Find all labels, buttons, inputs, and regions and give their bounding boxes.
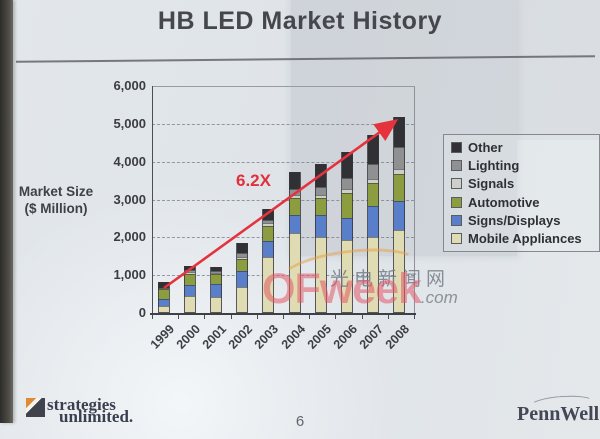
legend-label: Other <box>468 139 503 155</box>
x-axis-line <box>150 313 416 315</box>
legend-swatch-icon <box>451 141 462 153</box>
plot-area <box>152 86 415 314</box>
watermark-suffix: .com <box>420 288 458 307</box>
legend-item-signals: Signals <box>451 176 599 191</box>
strategies-unlimited-logo-line2: unlimited. <box>59 407 134 426</box>
chart-legend: Other Lighting Signals Automotive Signs/Disp… <box>443 134 600 252</box>
bar-segment-signs-displays <box>393 201 405 230</box>
bar-outline <box>210 267 223 313</box>
bar-segment-mobile-appliances <box>158 306 170 313</box>
legend-item-lighting: Lighting <box>451 158 599 173</box>
legend-item-other: Other <box>451 140 599 155</box>
x-tick <box>256 315 258 319</box>
legend-swatch-icon <box>451 196 462 208</box>
y-tick-label: 0 <box>138 305 146 320</box>
strategies-unlimited-logo-icon <box>26 398 45 417</box>
legend-swatch-icon <box>451 214 462 226</box>
y-axis-title: Market Size ($ Million) <box>4 183 108 217</box>
x-tick-label-2003: 2003 <box>252 322 282 352</box>
bar-segment-automotive <box>393 174 405 201</box>
legend-swatch-icon <box>451 178 462 190</box>
page-number: 6 <box>295 413 305 430</box>
legend-label: Signals <box>468 176 515 192</box>
y-tick-label: 1,000 <box>113 267 146 283</box>
x-tick-label-2004: 2004 <box>278 322 308 352</box>
growth-annotation: 6.2X <box>236 171 271 190</box>
y-tick-label: 2,000 <box>113 229 146 245</box>
x-tick <box>152 315 153 319</box>
bar-segment-mobile-appliances <box>184 295 196 313</box>
legend-swatch-icon <box>451 233 462 245</box>
y-tick-label: 5,000 <box>113 115 146 131</box>
bar-segment-automotive <box>158 289 170 300</box>
strategies-unlimited-logo-line1: strategies <box>47 395 116 414</box>
y-tick-label: 3,000 <box>113 191 146 207</box>
legend-swatch-icon <box>451 159 462 171</box>
y-axis-line <box>152 86 153 313</box>
watermark-chinese-text: 光电新闻网 <box>330 269 451 290</box>
bar-segment-mobile-appliances <box>210 296 222 313</box>
watermark-brand: OFweek.com <box>262 266 458 321</box>
legend-label: Lighting <box>468 157 520 173</box>
y-tick-label: 4,000 <box>113 153 146 169</box>
x-tick <box>414 315 415 319</box>
y-tick-label: 6,000 <box>113 78 146 93</box>
legend-label: Automotive <box>468 194 540 210</box>
legend-item-signs-displays: Signs/Displays <box>451 213 599 228</box>
bar-segment-signals <box>393 169 405 175</box>
x-tick <box>230 315 232 319</box>
x-tick <box>178 315 180 319</box>
legend-label: Signs/Displays <box>468 212 561 228</box>
bar-segment-mobile-appliances <box>393 229 405 313</box>
x-tick <box>309 315 311 319</box>
y-axis-title-line2: ($ Million) <box>24 201 88 216</box>
pennwell-logo: PennWell <box>517 403 600 425</box>
x-tick <box>204 315 206 319</box>
x-tick-label-1999: 1999 <box>147 322 177 352</box>
bar-outline <box>183 265 196 313</box>
legend-item-automotive: Automotive <box>451 195 599 210</box>
legend-item-mobile-appliances: Mobile Appliances <box>451 231 599 246</box>
projector-shadow-right <box>517 0 600 140</box>
x-tick-label-2008: 2008 <box>383 322 413 352</box>
photo-dark-edge <box>0 0 13 423</box>
bar-segment-signs-displays <box>158 299 170 307</box>
y-axis-title-line1: Market Size <box>18 184 94 199</box>
x-tick <box>361 315 363 319</box>
legend-label: Mobile Appliances <box>468 231 582 247</box>
bar-outline <box>157 281 170 313</box>
bar-outline <box>236 243 249 313</box>
x-tick <box>283 315 284 319</box>
bar-segment-lighting <box>393 147 405 170</box>
x-tick <box>387 315 389 319</box>
page-title: HB LED Market History <box>157 7 443 35</box>
watermark-brand-text: OFweek <box>262 265 422 313</box>
x-tick <box>335 315 337 319</box>
